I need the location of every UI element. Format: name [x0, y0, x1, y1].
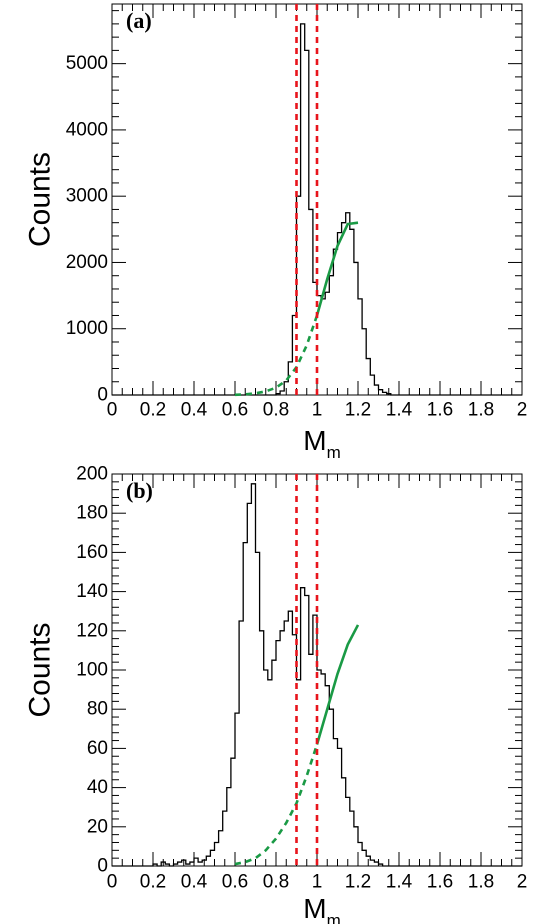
y-tick-label: 1000 [66, 318, 108, 339]
x-tick-label: 1.6 [427, 872, 453, 893]
x-tick-label: 1.6 [427, 400, 453, 421]
x-tick-label: 1.2 [345, 400, 371, 421]
y-axis-label: Counts [24, 152, 57, 247]
x-axis-label-main: M [303, 893, 326, 924]
panel-label: (a) [126, 8, 152, 33]
y-tick-label: 80 [87, 699, 108, 720]
y-axis: 0 1000 2000 3000 4000 5000 [66, 10, 522, 406]
y-tick-label: 120 [76, 620, 108, 641]
y-tick-label: 200 [76, 464, 108, 485]
y-tick-label: 160 [76, 542, 108, 563]
x-axis-label: Mm [303, 893, 341, 924]
x-tick-label: 1.8 [468, 400, 494, 421]
histogram-series [112, 483, 522, 867]
x-tick-label: 2 [517, 400, 528, 421]
x-axis-label-main: M [303, 425, 326, 456]
y-tick-label: 60 [87, 738, 108, 759]
y-axis-label: Counts [24, 622, 57, 717]
y-tick-label: 20 [87, 816, 108, 837]
y-tick-label: 5000 [66, 53, 108, 74]
x-tick-label: 1 [312, 872, 323, 893]
panel-a: 0 0.2 0.4 0.6 0.8 1 1.2 1.4 1.6 1.8 2 0 1000 2000 3000… [24, 3, 528, 462]
x-tick-label: 0 [107, 400, 118, 421]
x-tick-label: 1.4 [386, 400, 413, 421]
y-tick-label: 0 [97, 856, 108, 877]
y-tick-label: 100 [76, 660, 108, 681]
x-tick-label: 2 [517, 872, 528, 893]
y-tick-label: 40 [87, 777, 108, 798]
fit-curve-extrapolated [234, 315, 319, 397]
x-tick-label: 0.8 [263, 872, 289, 893]
y-axis: 0 20 40 60 80 100 120 140 160 180 200 [76, 464, 522, 877]
x-tick-label: 1 [312, 400, 323, 421]
x-tick-label: 0.2 [140, 872, 166, 893]
x-tick-label: 0.8 [263, 400, 289, 421]
y-tick-label: 0 [97, 385, 108, 406]
x-tick-label: 0 [107, 872, 118, 893]
fit-curve [315, 624, 360, 745]
x-axis: 0 0.2 0.4 0.6 0.8 1 1.2 1.4 1.6 1.8 2 [107, 4, 528, 421]
y-tick-label: 180 [76, 503, 108, 524]
y-tick-label: 4000 [66, 119, 108, 140]
x-tick-label: 0.2 [140, 400, 166, 421]
x-axis-label: Mm [303, 425, 341, 462]
x-tick-label: 1.2 [345, 872, 371, 893]
y-tick-label: 140 [76, 581, 108, 602]
x-tick-label: 1.4 [386, 872, 413, 893]
x-tick-label: 0.6 [222, 872, 248, 893]
fit-curve-extrapolated [234, 744, 319, 866]
x-tick-label: 0.4 [181, 872, 208, 893]
y-tick-label: 2000 [66, 252, 108, 273]
fit-curve [315, 221, 359, 316]
x-tick-label: 0.4 [181, 400, 208, 421]
panel-b: 0 0.2 0.4 0.6 0.8 1 1.2 1.4 1.6 1.8 20204060801001… [24, 464, 528, 924]
x-axis-label-subscript: m [327, 911, 341, 924]
y-tick-label: 3000 [66, 186, 108, 207]
panel-label: (b) [126, 478, 153, 503]
x-tick-label: 0.6 [222, 400, 248, 421]
x-tick-label: 1.8 [468, 872, 494, 893]
x-axis-label-subscript: m [327, 443, 341, 462]
